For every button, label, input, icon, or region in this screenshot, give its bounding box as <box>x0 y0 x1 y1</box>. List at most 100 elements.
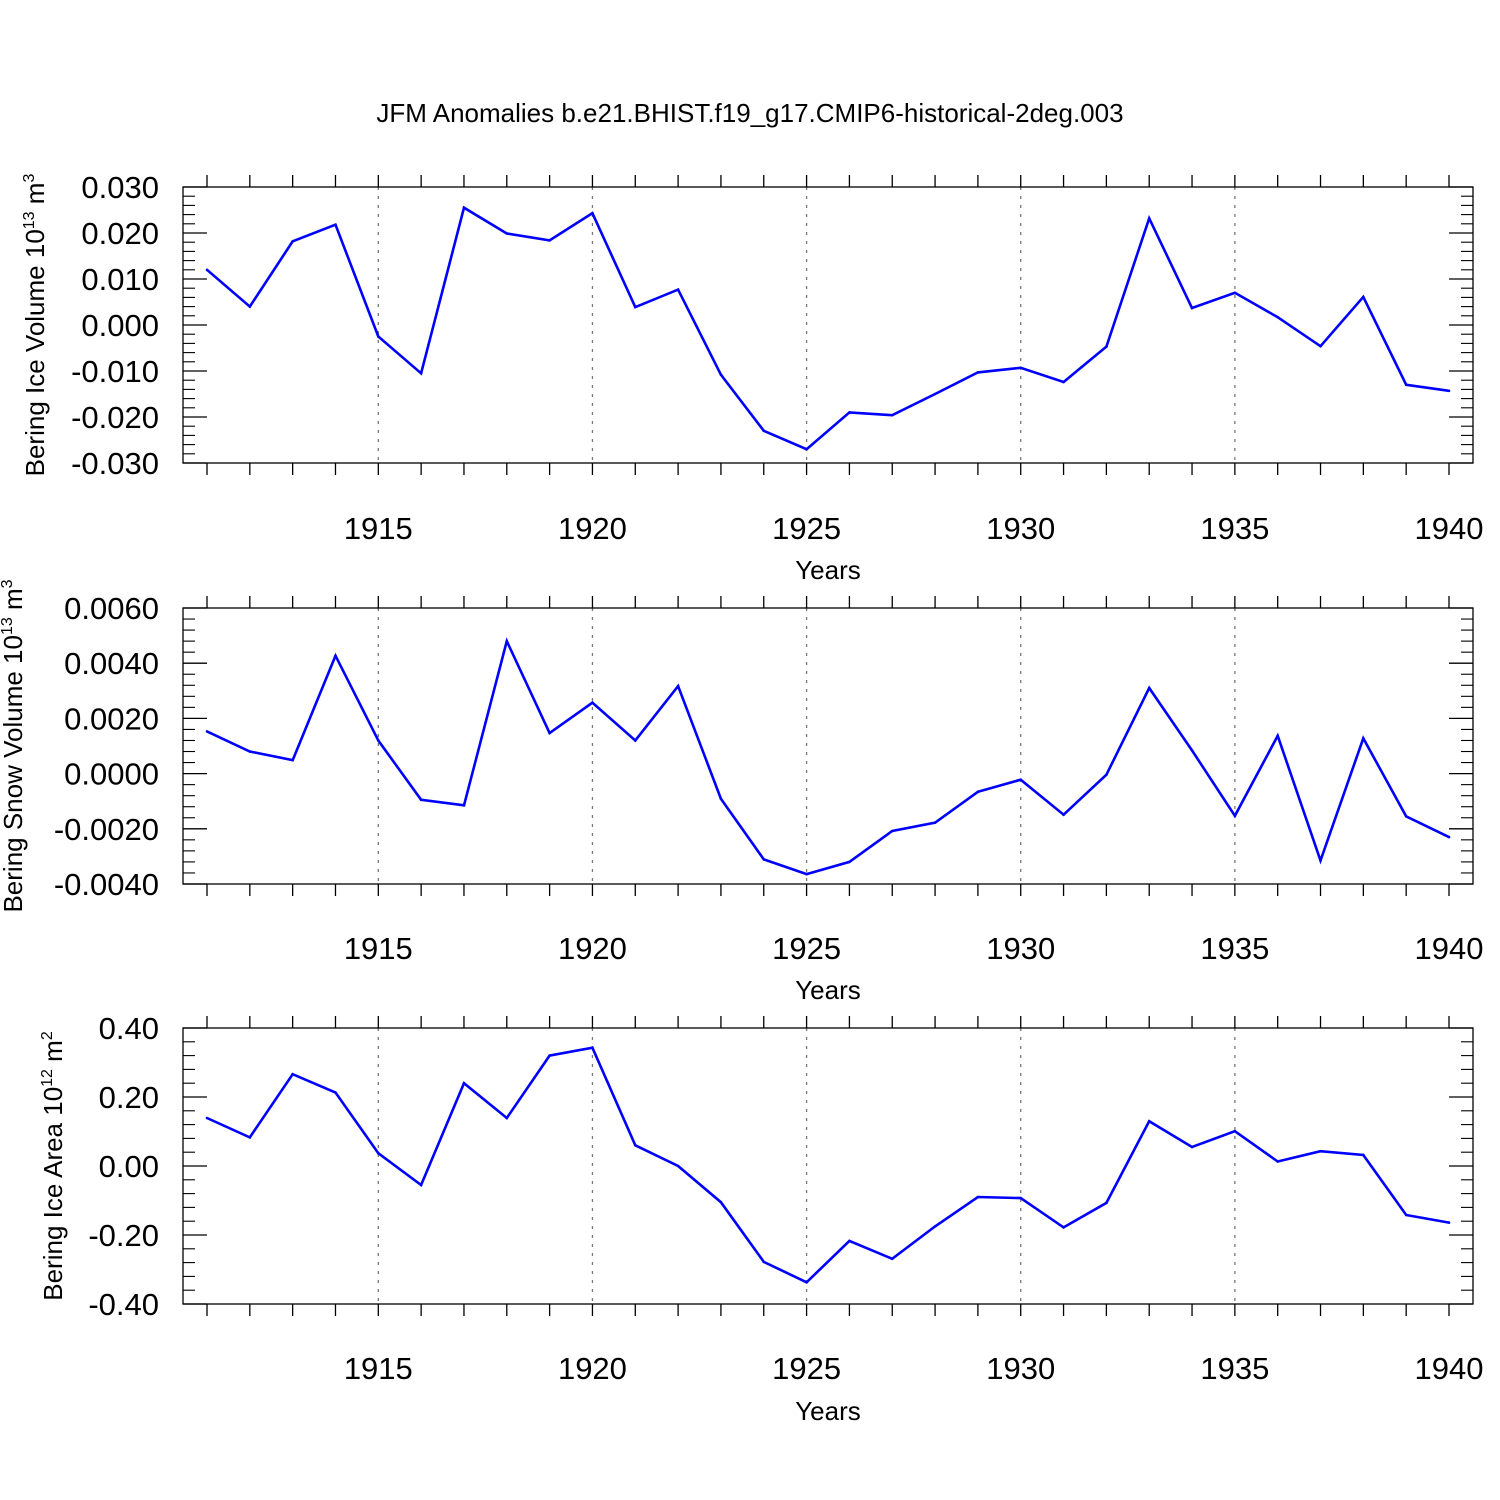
data-point <box>719 1200 723 1204</box>
data-point <box>462 804 466 807</box>
data-point <box>1447 1221 1451 1224</box>
data-point <box>205 268 209 272</box>
data-point <box>1447 389 1451 393</box>
data-point <box>591 701 594 704</box>
x-tick-label: 1925 <box>772 1351 841 1386</box>
y-tick-label: 0.0040 <box>64 646 159 681</box>
data-point <box>248 305 252 308</box>
data-point <box>890 829 894 833</box>
y-tick-label: 0.40 <box>99 1011 159 1046</box>
data-point <box>976 790 980 794</box>
data-point <box>933 1225 937 1228</box>
data-point <box>1190 1145 1194 1149</box>
y-tick-label: 0.020 <box>81 216 159 251</box>
x-tick-label: 1930 <box>986 511 1055 546</box>
y-tick-label: -0.020 <box>71 400 159 435</box>
data-point <box>334 1091 337 1094</box>
x-tick-label: 1940 <box>1415 511 1484 546</box>
data-point <box>591 1046 594 1049</box>
y-tick-label: 0.0060 <box>64 591 159 626</box>
data-point <box>1019 366 1023 370</box>
x-tick-label: 1915 <box>344 1351 413 1386</box>
data-point <box>1147 1119 1151 1123</box>
data-point <box>205 1116 209 1120</box>
y-tick-label: -0.40 <box>88 1287 159 1322</box>
y-tick-label: -0.20 <box>88 1218 159 1253</box>
data-point <box>805 447 808 451</box>
series-line <box>206 205 1450 451</box>
data-point <box>419 372 423 375</box>
x-tick-label: 1925 <box>772 511 841 546</box>
data-point <box>762 429 766 433</box>
data-point <box>1105 345 1108 348</box>
data-point <box>291 1072 294 1076</box>
data-point <box>1233 1129 1237 1133</box>
chart-title: JFM Anomalies b.e21.BHIST.f19_g17.CMIP6-… <box>376 98 1123 128</box>
data-point <box>719 797 723 801</box>
data-point <box>1233 291 1237 295</box>
data-point <box>1019 1196 1023 1200</box>
x-tick-label: 1920 <box>558 1351 627 1386</box>
series-line <box>206 637 1450 876</box>
data-point <box>976 1195 980 1199</box>
data-point <box>805 872 808 876</box>
data-point <box>419 798 423 802</box>
data-point <box>591 211 594 215</box>
data-point <box>1190 749 1194 752</box>
data-point <box>248 750 252 753</box>
y-axis-title: Bering Snow Volume 1013 m3 <box>0 579 28 912</box>
x-tick-label: 1935 <box>1200 931 1269 966</box>
data-point <box>633 305 637 309</box>
y-tick-label: 0.030 <box>81 170 159 205</box>
data-point <box>676 288 680 291</box>
data-point <box>1362 736 1365 740</box>
data-point <box>505 639 509 643</box>
data-point <box>1147 216 1151 220</box>
data-point <box>1019 778 1023 781</box>
series-line <box>206 1046 1450 1284</box>
data-point <box>633 1144 637 1147</box>
data-point <box>334 654 337 658</box>
data-point <box>676 684 680 688</box>
plot-frame <box>182 607 1474 885</box>
y-tick-label: 0.000 <box>81 308 159 343</box>
x-tick-label: 1915 <box>344 931 413 966</box>
data-point <box>1062 380 1065 384</box>
chart-panel-3: 0.40 0.20 0.00 -0.20 -0.40 1915 1920 1925 1930 19… <box>38 1011 1483 1426</box>
data-point <box>377 739 380 742</box>
y-tick-label: -0.0040 <box>54 867 159 902</box>
y-tick-label: 0.20 <box>99 1080 159 1115</box>
chart-panel-2: 0.0060 0.0040 0.0020 0.0000 -0.0020 -0.0040 19… <box>0 579 1483 1005</box>
data-point <box>1062 813 1065 817</box>
data-point <box>505 232 509 235</box>
data-point <box>1062 1226 1065 1229</box>
data-point <box>848 411 851 414</box>
x-tick-label: 1920 <box>558 931 627 966</box>
x-tick-label: 1915 <box>344 511 413 546</box>
data-point <box>291 758 294 762</box>
data-point <box>205 730 209 733</box>
data-point <box>462 1081 466 1085</box>
data-point <box>248 1136 252 1139</box>
data-point <box>377 335 380 338</box>
x-tick-label: 1935 <box>1200 511 1269 546</box>
y-tick-label: 0.0020 <box>64 701 159 736</box>
data-point <box>377 1151 380 1155</box>
data-point <box>633 739 637 742</box>
data-point <box>1319 1149 1322 1153</box>
x-axis-title: Years <box>795 975 861 1005</box>
y-axis-title: Bering Ice Area 1012 m2 <box>38 1031 68 1301</box>
data-point <box>1404 1213 1408 1217</box>
data-point <box>1404 815 1408 818</box>
data-point <box>1105 773 1108 777</box>
data-point <box>762 1260 766 1264</box>
data-point <box>1190 306 1194 310</box>
y-tick-label: 0.00 <box>99 1149 159 1184</box>
data-point <box>548 731 551 735</box>
data-point <box>419 1183 423 1187</box>
y-tick-label: -0.010 <box>71 354 159 389</box>
y-tick-label: 0.0000 <box>64 757 159 792</box>
data-point <box>1276 734 1279 738</box>
data-point <box>933 821 937 825</box>
